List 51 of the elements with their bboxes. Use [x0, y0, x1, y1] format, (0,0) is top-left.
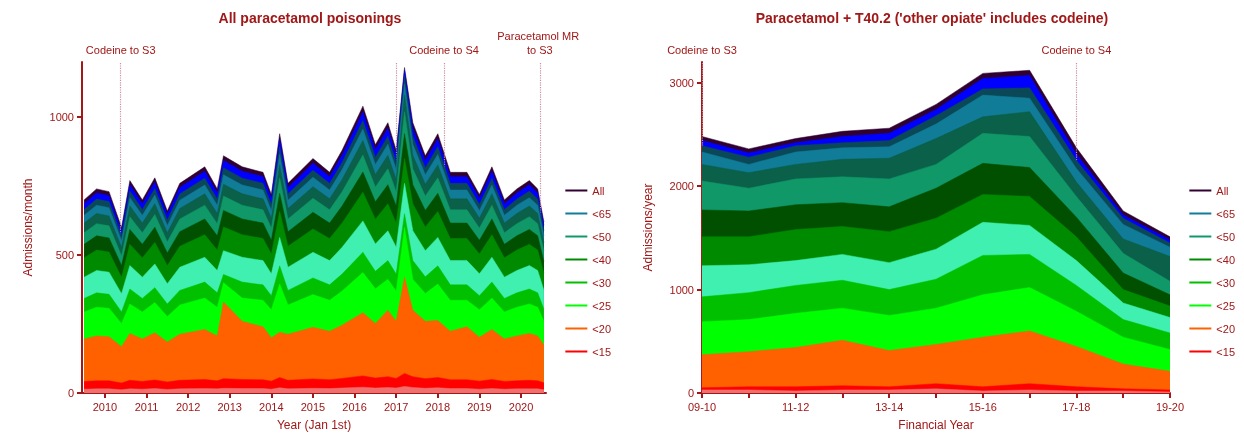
legend-label: <30	[1216, 276, 1236, 289]
ref-line-label: Paracetamol MR to S3	[497, 30, 583, 56]
y-axis-title: Admissions/year	[641, 183, 655, 272]
ref-line-label: Codeine to S4	[409, 44, 479, 56]
legend-label: <25	[1216, 299, 1236, 312]
x-tick-label: 2015	[300, 400, 326, 413]
x-tick-label: 2018	[425, 400, 451, 413]
x-tick-label: 2010	[92, 400, 118, 413]
x-tick-label: 13-14	[875, 400, 904, 413]
ref-line-label: Codeine to S4	[1041, 44, 1112, 56]
legend-label: <15	[1216, 345, 1236, 358]
y-axis-title: Admissions/month	[21, 178, 35, 277]
y-tick-label: 3000	[669, 76, 694, 89]
legend-label: <50	[592, 230, 612, 243]
y-tick-label: 0	[687, 387, 694, 399]
legend-label: <50	[1216, 230, 1236, 243]
x-tick-label: 2011	[134, 400, 159, 413]
x-axis-title: Year (Jan 1st)	[276, 418, 352, 432]
x-tick-label: 2019	[467, 400, 492, 413]
legend-label: <25	[592, 299, 612, 312]
chart-title: All paracetamol poisonings	[218, 10, 402, 26]
x-axis-title: Financial Year	[898, 418, 974, 432]
x-tick-label: 2020	[508, 400, 534, 413]
x-tick-label: 2016	[342, 400, 367, 413]
y-tick-label: 1000	[669, 283, 694, 296]
legend-label: All	[592, 184, 605, 197]
y-tick-label: 0	[67, 387, 74, 399]
x-tick-label: 15-16	[968, 400, 997, 413]
x-tick-label: 2014	[259, 400, 284, 413]
legend-label: <40	[592, 253, 612, 266]
x-tick-label: 09-10	[687, 400, 717, 413]
x-tick-label: 19-20	[1155, 400, 1185, 413]
x-tick-label: 2017	[383, 400, 409, 413]
x-tick-label: 11-12	[781, 400, 810, 413]
ref-line-label: Codeine to S3	[85, 44, 156, 56]
chart-title: Paracetamol + T40.2 ('other opiate' includes codeine)	[755, 10, 1109, 26]
x-tick-label: 2012	[175, 400, 201, 413]
legend-label: <15	[592, 345, 612, 358]
y-tick-label: 1000	[49, 111, 74, 124]
legend-label: All	[1216, 184, 1229, 197]
y-tick-label: 500	[55, 249, 74, 262]
y-tick-label: 2000	[669, 180, 694, 193]
legend-label: <65	[1216, 207, 1236, 220]
legend-label: <20	[592, 322, 612, 335]
legend-label: <20	[1216, 322, 1236, 335]
ref-line-label: Codeine to S3	[667, 44, 737, 56]
legend-label: <65	[592, 207, 612, 220]
legend-label: <30	[592, 276, 612, 289]
legend-label: <40	[1216, 253, 1236, 266]
x-tick-label: 2013	[217, 400, 242, 413]
x-tick-label: 17-18	[1062, 400, 1091, 413]
